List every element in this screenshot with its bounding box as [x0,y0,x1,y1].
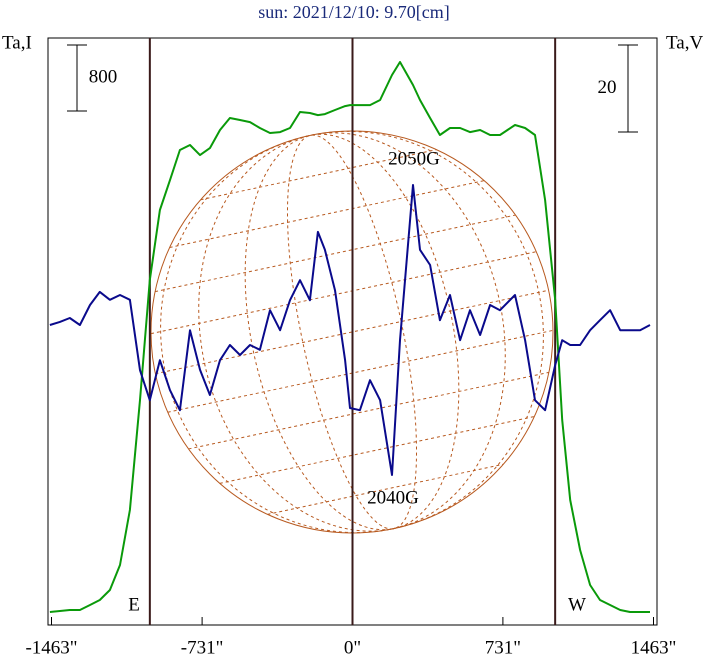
series-line [49,61,650,613]
parallel [219,416,535,484]
parallel [169,180,485,248]
x-tick-label: -1463" [25,637,77,658]
y2-axis-label: Ta,V [666,32,703,53]
chart-title: sun: 2021/12/10: 9.70[cm] [258,2,450,22]
parallel [200,149,437,201]
parallel [188,371,550,450]
y-axis-label: Ta,I [2,32,32,53]
scale-bar-label: 20 [598,77,617,98]
parallel [154,214,516,293]
annotation: E [128,594,140,615]
scale-bar-label: 800 [89,66,118,87]
x-tick-label: 731" [485,637,521,658]
annotation: 2040G [367,487,419,508]
parallel [167,329,554,413]
annotation: 2050G [388,148,440,169]
x-tick-label: 1463" [631,637,677,658]
parallel [150,251,537,335]
series-line [49,184,651,476]
parallel [267,463,504,515]
x-tick-label: 0" [344,637,361,658]
x-tick-label: -731" [181,637,224,658]
annotation: W [568,594,586,615]
